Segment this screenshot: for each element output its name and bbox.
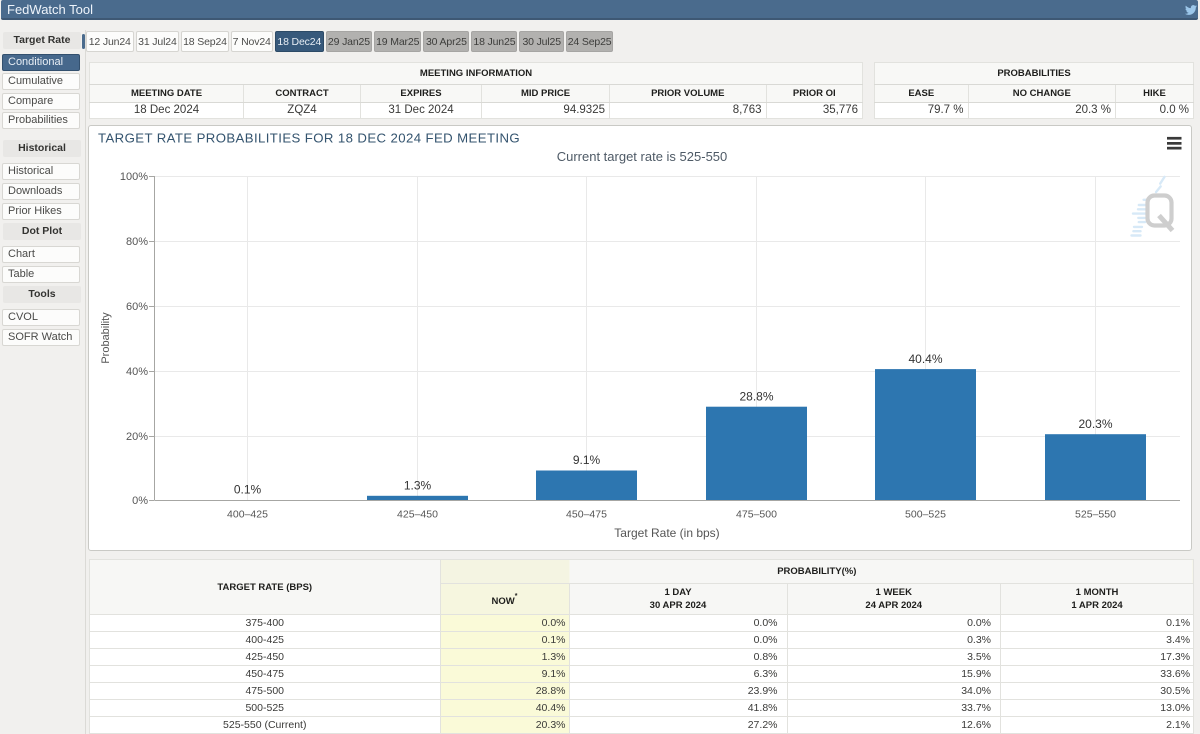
svg-text:40.4%: 40.4% (908, 352, 942, 366)
svg-text:450–475: 450–475 (566, 509, 607, 521)
svg-text:80%: 80% (126, 236, 148, 248)
svg-text:0.1%: 0.1% (234, 483, 262, 497)
svg-text:500–525: 500–525 (905, 509, 946, 521)
svg-text:Probability: Probability (100, 312, 112, 364)
svg-text:400–425: 400–425 (227, 509, 268, 521)
svg-text:Current target rate is 525-550: Current target rate is 525-550 (557, 149, 728, 164)
svg-text:60%: 60% (126, 301, 148, 313)
svg-text:TARGET RATE PROBABILITIES FOR: TARGET RATE PROBABILITIES FOR 18 DEC 202… (98, 131, 520, 146)
svg-text:Target Rate (in bps): Target Rate (in bps) (614, 526, 719, 540)
svg-text:20.3%: 20.3% (1078, 417, 1112, 431)
svg-text:20%: 20% (126, 431, 148, 443)
svg-text:475–500: 475–500 (736, 509, 777, 521)
svg-text:40%: 40% (126, 366, 148, 378)
svg-text:525–550: 525–550 (1075, 509, 1116, 521)
svg-text:28.8%: 28.8% (739, 390, 773, 404)
svg-text:0%: 0% (132, 495, 148, 507)
svg-text:425–450: 425–450 (397, 509, 438, 521)
svg-text:1.3%: 1.3% (404, 479, 432, 493)
svg-text:100%: 100% (120, 171, 148, 183)
svg-text:9.1%: 9.1% (573, 453, 601, 467)
